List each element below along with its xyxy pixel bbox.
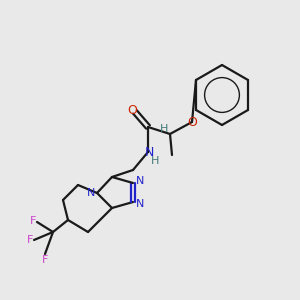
Text: N: N bbox=[144, 146, 154, 158]
Text: N: N bbox=[136, 176, 144, 186]
Text: F: F bbox=[42, 255, 48, 265]
Text: F: F bbox=[30, 216, 36, 226]
Text: H: H bbox=[160, 124, 168, 134]
Text: O: O bbox=[187, 116, 197, 128]
Text: N: N bbox=[136, 199, 144, 209]
Text: H: H bbox=[151, 156, 159, 166]
Text: O: O bbox=[127, 103, 137, 116]
Text: N: N bbox=[87, 188, 95, 198]
Text: F: F bbox=[27, 235, 33, 245]
